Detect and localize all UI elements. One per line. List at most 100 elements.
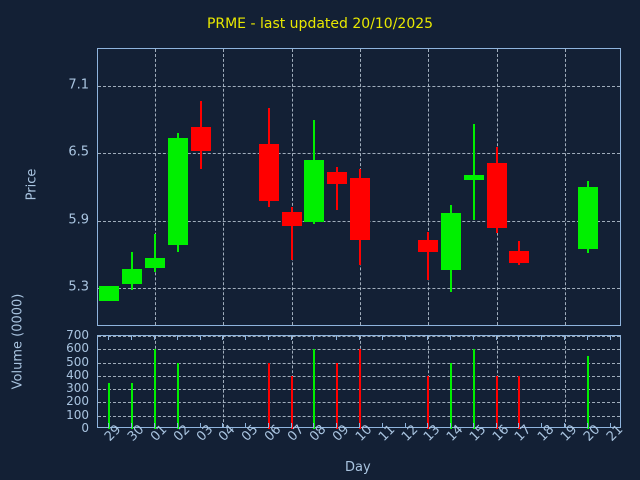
volume-axis-title: Volume (0000): [10, 293, 26, 389]
axis-tick: [313, 423, 315, 428]
day-axis-title: Day: [345, 460, 371, 475]
axis-tick: [518, 335, 520, 340]
candle-wick: [472, 124, 475, 221]
candlestick: [98, 49, 620, 325]
axis-tick: [541, 335, 543, 340]
candlestick: [98, 49, 620, 325]
volume-bar: [108, 382, 111, 429]
volume-bar: [267, 362, 270, 429]
candle-body: [441, 212, 462, 270]
axis-tick: [153, 423, 155, 428]
candle-wick: [336, 166, 339, 211]
volume-ytick-label: 300: [66, 381, 89, 396]
price-ytick-label: 6.5: [68, 144, 89, 160]
price-plot-area: [97, 48, 621, 326]
candlestick: [98, 49, 620, 325]
axis-tick: [495, 423, 497, 428]
candlestick: [98, 49, 620, 325]
axis-tick: [450, 423, 452, 428]
volume-ytick-label: 500: [66, 354, 89, 369]
candlestick: [98, 49, 620, 325]
candle-body: [281, 211, 302, 227]
candlestick: [98, 49, 620, 325]
volume-ytick-label: 700: [66, 328, 89, 342]
axis-tick: [586, 335, 588, 340]
axis-tick: [222, 423, 224, 428]
axis-tick: [427, 335, 429, 340]
axis-tick: [336, 423, 338, 428]
candlestick: [98, 49, 620, 325]
axis-tick: [176, 335, 178, 340]
candle-body: [144, 257, 165, 268]
candle-body: [418, 239, 439, 252]
axis-tick: [564, 335, 566, 340]
candlestick: [98, 49, 620, 325]
axis-tick: [290, 423, 292, 428]
volume-bar: [495, 375, 498, 429]
candle-body: [350, 177, 370, 240]
axis-tick: [245, 335, 247, 340]
price-ytick-label: 7.1: [68, 77, 89, 93]
candle-body: [122, 268, 143, 285]
axis-tick: [222, 335, 224, 340]
axis-tick: [267, 423, 269, 428]
candlestick: [98, 49, 620, 325]
price-gridline-vertical: [565, 49, 567, 325]
axis-tick: [131, 335, 133, 340]
axis-tick: [495, 335, 497, 340]
candle-wick: [153, 233, 156, 273]
price-gridline-vertical: [428, 49, 430, 325]
candlestick: [98, 49, 620, 325]
price-gridline-vertical: [223, 49, 225, 325]
axis-tick: [153, 335, 155, 340]
volume-bar: [290, 375, 293, 429]
axis-tick: [290, 335, 292, 340]
price-ytick-label: 5.9: [68, 212, 89, 227]
price-gridline: [98, 85, 620, 87]
candle-body: [167, 137, 188, 246]
volume-bar: [176, 362, 179, 429]
axis-tick: [359, 423, 360, 428]
axis-tick: [381, 423, 383, 428]
axis-tick: [472, 335, 474, 340]
price-gridline-vertical: [154, 49, 156, 325]
candle-body: [258, 144, 279, 202]
candle-body: [327, 172, 348, 184]
volume-bar: [450, 362, 453, 429]
candle-body: [486, 163, 507, 229]
volume-bar: [586, 355, 589, 429]
price-gridline: [98, 287, 620, 289]
axis-tick: [336, 335, 338, 340]
axis-tick: [313, 335, 315, 340]
axis-tick: [131, 423, 133, 428]
axis-tick: [199, 423, 201, 428]
candle-wick: [427, 231, 430, 280]
volume-gridline-vertical: [223, 336, 225, 427]
axis-tick: [609, 335, 611, 340]
axis-tick: [108, 335, 110, 340]
axis-tick: [586, 423, 588, 428]
price-ytick-label: 5.3: [68, 279, 89, 295]
volume-bar: [313, 349, 316, 429]
candle-body: [304, 159, 325, 222]
price-gridline-vertical: [291, 49, 293, 325]
volume-plot-area: [97, 335, 621, 429]
axis-tick: [609, 423, 611, 428]
volume-ytick-label: 200: [66, 394, 89, 409]
candlestick: [98, 49, 620, 325]
candlestick: [98, 49, 620, 325]
volume-bar: [153, 349, 156, 429]
candlestick: [98, 49, 620, 325]
volume-bar: [427, 375, 430, 429]
volume-bar: [472, 349, 475, 429]
axis-tick: [381, 335, 383, 340]
volume-bar: [359, 349, 361, 429]
candle-wick: [290, 207, 293, 260]
candle-body: [509, 250, 530, 264]
axis-tick: [359, 335, 360, 340]
volume-ytick-label: 0: [81, 421, 89, 435]
volume-gridline-vertical: [565, 336, 567, 427]
chart-title: PRME - last updated 20/10/2025: [206, 16, 434, 32]
price-axis-title: Price: [24, 168, 40, 201]
axis-tick: [267, 335, 269, 340]
